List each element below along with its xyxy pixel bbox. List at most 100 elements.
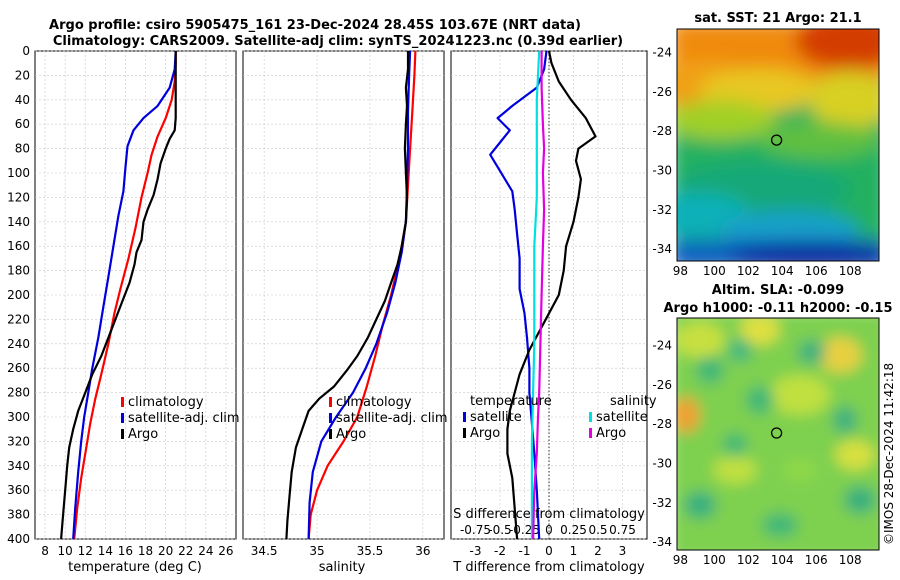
- map-y-tick-label: -32: [652, 203, 672, 217]
- y-tick-label: 280: [7, 386, 30, 400]
- legend-label-t-satellite: satellite: [470, 410, 522, 425]
- s-tick-label: -0.75: [460, 523, 491, 537]
- y-tick-label: 340: [7, 459, 30, 473]
- x-tick-label: 26: [218, 544, 233, 558]
- title-line-1: Argo profile: csiro 5905475_161 23-Dec-2…: [49, 18, 581, 33]
- y-tick-label: 80: [15, 142, 30, 156]
- map-y-tick-label: -24: [652, 339, 672, 353]
- legend-label-climatology: climatology: [336, 395, 412, 410]
- legend-label-satellite: satellite-adj. clim: [336, 411, 448, 426]
- y-tick-label: 400: [7, 532, 30, 546]
- legend-swatch-t-satellite: [463, 412, 466, 422]
- series-line-salinity-satellite: [530, 50, 541, 539]
- y-tick-label: 120: [7, 190, 30, 204]
- legend-label-s-argo: Argo: [596, 426, 626, 441]
- legend-label-argo: Argo: [128, 427, 158, 442]
- title-line-2: Climatology: CARS2009. Satellite-adj cli…: [53, 34, 623, 49]
- s-tick-label: 0.5: [588, 523, 607, 537]
- map-y-tick-label: -26: [652, 378, 672, 392]
- legend-title-salinity: salinity: [610, 394, 657, 409]
- legend-swatch-argo: [121, 429, 124, 439]
- y-tick-label: 360: [7, 483, 30, 497]
- y-tick-label: 240: [7, 337, 30, 351]
- x-tick-label: 35.5: [357, 544, 384, 558]
- sla-argo-marker: [770, 427, 783, 439]
- legend-swatch-climatology: [329, 397, 332, 407]
- x-tick-label: 14: [98, 544, 113, 558]
- map-x-tick-label: 104: [771, 553, 794, 567]
- salinity-legend: climatology satellite-adj. clim Argo: [329, 395, 448, 442]
- s-difference-label: S difference from climatology: [453, 507, 645, 522]
- y-tick-label: 260: [7, 361, 30, 375]
- y-tick-label: 20: [15, 68, 30, 82]
- series-line-satellite-adj-clim: [307, 50, 412, 540]
- temperature-legend: climatology satellite-adj. clim Argo: [121, 395, 240, 442]
- y-tick-label: 300: [7, 410, 30, 424]
- x-tick-label: 1: [570, 544, 578, 558]
- map-x-tick-label: 102: [737, 553, 760, 567]
- map-x-tick-label: 104: [771, 264, 794, 278]
- x-tick-label: 16: [118, 544, 133, 558]
- x-tick-label: 12: [78, 544, 93, 558]
- x-tick-label: 8: [41, 544, 49, 558]
- s-tick-label: 0: [545, 523, 553, 537]
- map-y-tick-label: -26: [652, 85, 672, 99]
- y-tick-label: 320: [7, 434, 30, 448]
- series-line-climatology: [73, 51, 177, 540]
- series-line-satellite-adj-clim: [72, 50, 177, 540]
- x-tick-label: 35: [309, 544, 324, 558]
- legend-swatch-argo: [329, 429, 332, 439]
- sst-heatmap: [677, 29, 879, 261]
- difference-xlabel: T difference from climatology: [452, 560, 645, 575]
- x-tick-label: -2: [494, 544, 506, 558]
- salinity-xlabel: salinity: [319, 560, 366, 575]
- legend-swatch-s-satellite: [589, 412, 592, 422]
- x-tick-label: 2: [594, 544, 602, 558]
- y-tick-label: 200: [7, 288, 30, 302]
- map-x-tick-label: 106: [805, 264, 828, 278]
- x-tick-label: 3: [619, 544, 627, 558]
- y-tick-label: 140: [7, 215, 30, 229]
- s-tick-label: -0.5: [488, 523, 511, 537]
- legend-swatch-satellite: [329, 413, 332, 423]
- y-tick-label: 40: [15, 93, 30, 107]
- map-x-tick-label: 100: [703, 264, 726, 278]
- legend-label-satellite: satellite-adj. clim: [128, 411, 240, 426]
- map-x-tick-label: 102: [737, 264, 760, 278]
- legend-swatch-satellite: [121, 413, 124, 423]
- x-tick-label: 24: [198, 544, 213, 558]
- legend-label-climatology: climatology: [128, 395, 204, 410]
- map-y-tick-label: -32: [652, 496, 672, 510]
- y-tick-label: 100: [7, 166, 30, 180]
- sla-map-title-1: Altim. SLA: -0.099: [712, 283, 844, 298]
- x-tick-label: -3: [470, 544, 482, 558]
- sst-map-title: sat. SST: 21 Argo: 21.1: [694, 11, 861, 26]
- sla-map-title-2: Argo h1000: -0.11 h2000: -0.15: [663, 301, 892, 316]
- legend-title-temperature: temperature: [470, 394, 552, 409]
- series-line-salinity-argo: [532, 51, 546, 540]
- map-y-tick-label: -28: [652, 124, 672, 138]
- s-tick-label: 0.25: [560, 523, 587, 537]
- sla-map-frame: [676, 317, 880, 551]
- series-line-argo: [285, 51, 410, 540]
- y-tick-label: 160: [7, 239, 30, 253]
- x-tick-label: 18: [138, 544, 153, 558]
- s-tick-label: 0.75: [609, 523, 636, 537]
- x-tick-label: 34.5: [251, 544, 278, 558]
- x-tick-label: -1: [519, 544, 531, 558]
- map-y-tick-label: -30: [652, 456, 672, 470]
- legend-swatch-t-argo: [463, 428, 466, 438]
- difference-legend: temperature satellite Argo salinity sate…: [463, 394, 657, 441]
- x-tick-label: 10: [58, 544, 73, 558]
- map-x-tick-label: 98: [673, 264, 688, 278]
- series-line-temperature-satellite: [489, 50, 548, 540]
- y-tick-label: 0: [22, 44, 30, 58]
- map-x-tick-label: 100: [703, 553, 726, 567]
- y-tick-label: 60: [15, 117, 30, 131]
- map-y-tick-label: -30: [652, 164, 672, 178]
- series-line-argo: [60, 51, 177, 540]
- x-tick-label: 0: [545, 544, 553, 558]
- x-tick-label: 22: [178, 544, 193, 558]
- map-x-tick-label: 106: [805, 553, 828, 567]
